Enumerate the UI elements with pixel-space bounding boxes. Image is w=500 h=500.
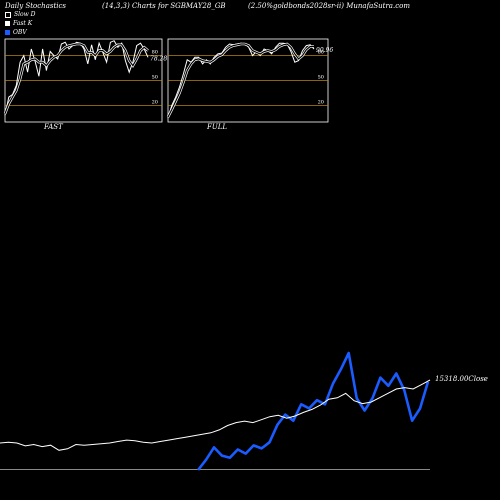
fast-tick-label: 50: [152, 75, 158, 81]
fast-tick-label: 20: [152, 99, 158, 105]
fast-tick-label: 80: [152, 50, 158, 56]
full-tick-label: 50: [318, 75, 324, 81]
obv-line: [197, 351, 430, 471]
full-tick-label: 80: [318, 50, 324, 56]
close-price-value: 15318.00: [435, 375, 469, 383]
legend-item-obv: OBV: [5, 28, 36, 37]
close-price-line: [0, 379, 431, 451]
fast-slow-d-line: [4, 43, 149, 114]
full-tick-label: 20: [318, 99, 324, 105]
fast-last-value-label: 78.28: [150, 55, 167, 62]
chart-header-middle: (14,3,3) Charts for SGBMAY28_GB: [102, 2, 226, 10]
legend-swatch-slow-d: [5, 11, 11, 18]
legend-swatch-obv: [5, 30, 10, 35]
full-panel-title: FULL: [207, 123, 228, 131]
close-price-suffix: Close: [468, 375, 488, 383]
legend-label-fast-k: Fast K: [13, 20, 33, 27]
legend-label-obv: OBV: [13, 29, 27, 36]
legend: Slow D Fast K OBV: [5, 10, 36, 37]
full-last-value-label: 90.96: [316, 47, 333, 54]
fast-fast-k-line: [4, 40, 149, 116]
legend-item-fast-k: Fast K: [5, 19, 36, 28]
fast-panel-title: FAST: [44, 123, 63, 131]
legend-item-slow-d: Slow D: [5, 10, 36, 19]
close-price-label: 15318.00Close: [435, 375, 488, 383]
legend-label-slow-d: Slow D: [14, 11, 36, 18]
legend-swatch-fast-k: [5, 21, 10, 26]
chart-header-left: Daily Stochastics: [5, 2, 67, 10]
chart-header-right: (2.50%goldbonds2028sr-ii) MunafaSutra.co…: [248, 2, 410, 10]
full-slow-d-line: [167, 43, 314, 118]
